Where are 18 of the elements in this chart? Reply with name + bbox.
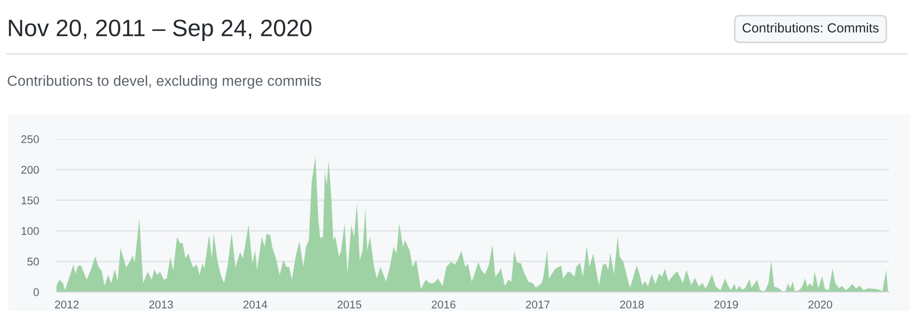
x-tick-label: 2020 <box>808 300 832 308</box>
x-tick-label: 2015 <box>338 300 362 308</box>
x-tick-label: 2019 <box>714 300 738 308</box>
x-tick-label: 2012 <box>55 300 79 308</box>
y-tick-label: 250 <box>21 135 39 144</box>
x-tick-label: 2018 <box>620 300 644 308</box>
chart-title: Nov 20, 2011 – Sep 24, 2020 <box>8 20 312 42</box>
y-tick-label: 0 <box>34 288 39 296</box>
y-tick-label: 100 <box>22 227 39 235</box>
x-tick-label: 2016 <box>432 300 456 308</box>
y-tick-label: 200 <box>21 166 39 174</box>
text: Contributions: Commits <box>742 22 879 33</box>
chart-subtitle: Contributions to devel, excluding merge commits <box>8 75 321 89</box>
y-tick-label: 150 <box>22 196 39 204</box>
x-tick-label: 2013 <box>149 300 173 308</box>
x-tick-label: 2017 <box>526 300 550 308</box>
x-tick-label: 2014 <box>243 300 268 308</box>
y-tick-label: 50 <box>27 258 39 266</box>
